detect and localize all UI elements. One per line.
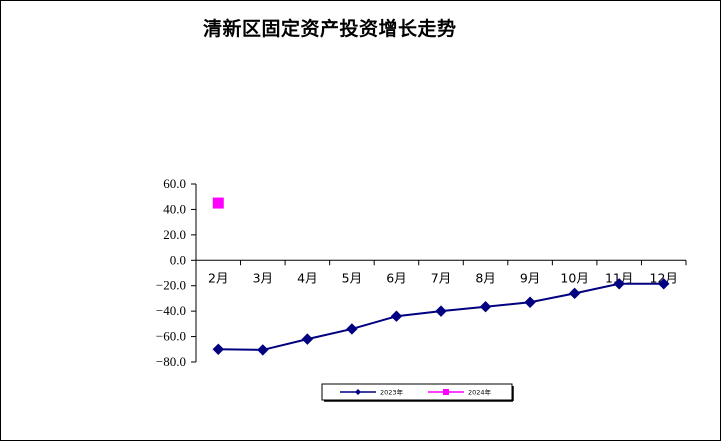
y-tick-label: 60.0 <box>163 176 186 191</box>
y-tick-label: −60.0 <box>156 329 186 344</box>
legend-label: 2023年 <box>380 388 404 397</box>
y-tick-label: −20.0 <box>156 278 186 293</box>
y-tick-label: −40.0 <box>156 303 186 318</box>
data-point <box>568 287 581 300</box>
x-category-label: 7月 <box>431 270 451 285</box>
chart-title: 清新区固定资产投资增长走势 <box>203 18 457 40</box>
data-point <box>346 323 358 335</box>
data-point <box>212 197 224 209</box>
legend-label: 2024年 <box>468 388 492 397</box>
x-category-label: 8月 <box>475 270 495 285</box>
x-category-label: 3月 <box>253 270 273 285</box>
legend-box <box>321 383 513 401</box>
x-category-label: 11月 <box>605 270 633 285</box>
legend-marker <box>355 389 361 395</box>
y-tick-label: 0.0 <box>170 252 186 267</box>
y-tick-label: 20.0 <box>163 227 186 242</box>
legend-marker <box>443 389 449 395</box>
data-point <box>212 343 224 355</box>
data-point <box>301 333 314 345</box>
x-category-label: 5月 <box>342 270 362 285</box>
x-category-label: 2月 <box>208 270 228 285</box>
y-tick-label: 40.0 <box>163 201 186 216</box>
data-point <box>658 278 670 290</box>
data-point <box>479 300 492 313</box>
data-point <box>257 344 269 356</box>
x-category-label: 10月 <box>560 270 588 285</box>
x-category-label: 12月 <box>650 270 678 285</box>
x-category-label: 9月 <box>520 270 540 285</box>
data-point <box>613 278 625 290</box>
y-tick-label: −80.0 <box>156 354 186 369</box>
x-category-label: 4月 <box>297 270 317 285</box>
data-point <box>390 310 403 322</box>
x-category-label: 6月 <box>386 270 406 285</box>
data-point <box>435 305 447 317</box>
series-line <box>218 282 664 351</box>
data-point <box>524 296 536 308</box>
